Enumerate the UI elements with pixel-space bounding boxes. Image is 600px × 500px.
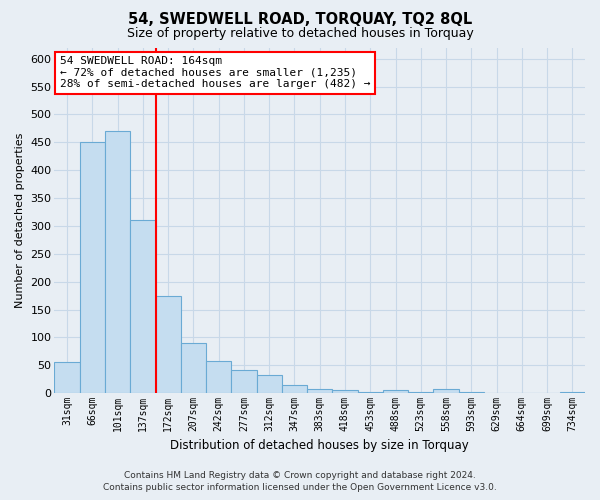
Bar bbox=[560, 392, 585, 393]
Bar bbox=[206, 361, 232, 393]
Bar bbox=[307, 388, 332, 393]
Bar bbox=[282, 385, 307, 393]
Text: Size of property relative to detached houses in Torquay: Size of property relative to detached ho… bbox=[127, 28, 473, 40]
Text: Contains HM Land Registry data © Crown copyright and database right 2024.
Contai: Contains HM Land Registry data © Crown c… bbox=[103, 471, 497, 492]
Bar bbox=[181, 343, 206, 393]
Bar bbox=[232, 370, 257, 393]
Y-axis label: Number of detached properties: Number of detached properties bbox=[15, 132, 25, 308]
Bar bbox=[383, 390, 408, 393]
Bar bbox=[55, 362, 80, 393]
Bar bbox=[433, 388, 458, 393]
Bar bbox=[257, 376, 282, 393]
Text: 54 SWEDWELL ROAD: 164sqm
← 72% of detached houses are smaller (1,235)
28% of sem: 54 SWEDWELL ROAD: 164sqm ← 72% of detach… bbox=[60, 56, 370, 90]
Bar bbox=[155, 296, 181, 393]
Bar bbox=[408, 392, 433, 393]
Text: 54, SWEDWELL ROAD, TORQUAY, TQ2 8QL: 54, SWEDWELL ROAD, TORQUAY, TQ2 8QL bbox=[128, 12, 472, 28]
Bar bbox=[105, 131, 130, 393]
X-axis label: Distribution of detached houses by size in Torquay: Distribution of detached houses by size … bbox=[170, 440, 469, 452]
Bar bbox=[509, 392, 535, 393]
Bar bbox=[332, 390, 358, 393]
Bar bbox=[130, 220, 155, 393]
Bar bbox=[80, 142, 105, 393]
Bar bbox=[484, 392, 509, 393]
Bar bbox=[458, 392, 484, 393]
Bar bbox=[358, 392, 383, 393]
